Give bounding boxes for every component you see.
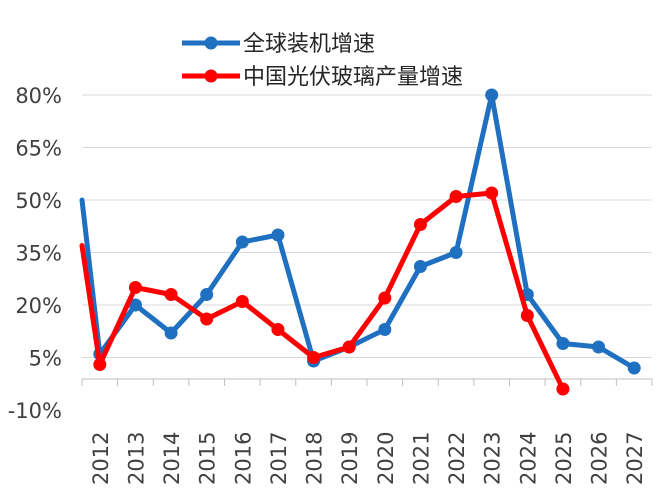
data-point xyxy=(271,323,285,336)
x-tick-label: 2022 xyxy=(445,432,469,485)
data-point xyxy=(556,382,570,396)
data-point xyxy=(235,235,249,249)
x-tick-label: 2015 xyxy=(196,432,220,485)
data-point xyxy=(164,288,178,301)
data-point xyxy=(378,291,392,305)
data-point xyxy=(592,340,606,354)
data-point xyxy=(235,295,249,308)
legend-marker xyxy=(204,36,218,50)
data-point xyxy=(200,312,214,326)
data-point xyxy=(556,337,570,350)
x-tick-label: 2021 xyxy=(409,432,433,485)
x-tick-label: 2025 xyxy=(552,432,576,485)
data-point xyxy=(128,298,142,312)
data-point xyxy=(128,281,142,294)
y-tick-label: 5% xyxy=(29,347,62,371)
y-tick-label: -10% xyxy=(8,399,62,423)
x-tick-label: 2018 xyxy=(303,432,327,485)
y-tick-label: 65% xyxy=(15,137,62,161)
series-line xyxy=(79,92,637,371)
data-point xyxy=(200,288,214,301)
data-point xyxy=(413,260,427,273)
y-tick-label: 20% xyxy=(15,294,62,318)
data-point xyxy=(307,351,321,364)
data-point xyxy=(413,218,427,231)
x-tick-label: 2017 xyxy=(267,432,291,485)
data-point xyxy=(342,340,356,354)
legend-marker xyxy=(204,69,218,83)
x-tick-label: 2013 xyxy=(124,432,148,485)
x-tick-label: 2014 xyxy=(160,432,184,485)
y-tick-label: 80% xyxy=(15,84,62,108)
x-tick-label: 2019 xyxy=(338,432,362,485)
legend-label: 中国光伏玻璃产量增速 xyxy=(243,65,463,90)
data-point xyxy=(485,186,499,200)
series-2 xyxy=(79,186,570,396)
data-point xyxy=(627,361,641,375)
series xyxy=(79,88,641,396)
gridlines xyxy=(82,94,652,358)
data-point xyxy=(93,358,107,371)
data-point xyxy=(485,88,499,102)
x-tick-label: 2026 xyxy=(588,432,612,485)
data-point xyxy=(449,246,463,259)
x-tick-label: 2027 xyxy=(623,432,647,485)
data-point xyxy=(164,326,178,340)
x-tick-label: 2023 xyxy=(481,432,505,485)
data-point xyxy=(520,309,534,322)
x-tick-label: 2024 xyxy=(516,432,540,485)
y-tick-label: 35% xyxy=(15,242,62,266)
data-point xyxy=(378,323,392,336)
data-point xyxy=(271,228,285,242)
legend-label: 全球装机增速 xyxy=(243,32,375,57)
x-tick-label: 2016 xyxy=(231,432,255,485)
x-tick-label: 2020 xyxy=(374,432,398,485)
axes: -10% 5% 20% 35% 50% 65% 80% 2012 2013 2014 2015 201… xyxy=(8,84,653,485)
legend-entry: 中国光伏玻璃产量增速 xyxy=(182,65,463,90)
x-tick-label: 2012 xyxy=(89,432,113,485)
legend-entry: 全球装机增速 xyxy=(182,32,375,57)
y-tick-label: 50% xyxy=(15,189,62,213)
data-point xyxy=(449,190,463,203)
